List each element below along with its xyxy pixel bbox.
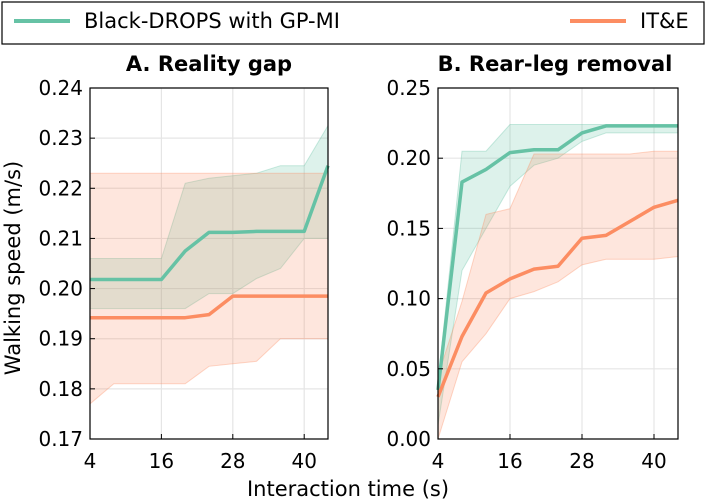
panel-title-a: A. Reality gap [126,52,292,76]
y-tick-label: 0.15 [386,216,431,240]
x-tick-label: 4 [84,449,97,473]
legend: Black-DROPS with GP-MI IT&E [1,1,705,45]
axes-frame [89,87,329,440]
line-black-drops-with-gp-mi [436,124,678,391]
y-tick-label: 0.20 [38,277,83,301]
line-it-e [436,198,679,398]
y-tick-label: 0.18 [38,377,83,401]
x-tick-label: 16 [497,449,522,473]
y-tick-label: 0.00 [386,427,431,451]
panel-rear-leg-removal: 4 16 28 40 0.00 0.05 0.10 0.15 0.20 0.25 [386,76,679,473]
y-tick-label: 0.21 [38,226,83,250]
x-axis-label: Interaction time (s) [247,477,449,501]
legend-label-black-drops: Black-DROPS with GP-MI [84,9,340,33]
y-tick-label: 0.20 [386,146,431,170]
legend-label-ite: IT&E [640,9,689,33]
x-tick-label: 28 [569,449,594,473]
y-tick-label: 0.24 [38,76,83,100]
axes-frame [437,87,679,440]
y-axis-label: Walking speed (m/s) [1,161,25,375]
x-tick-label: 28 [220,449,245,473]
panel-reality-gap: 4 16 28 40 0.17 0.18 0.19 0.20 0.21 0.22 0.23 0.24 [38,76,330,473]
y-tick-label: 0.17 [38,427,83,451]
x-tick-label: 40 [291,449,316,473]
line-black-drops-with-gp-mi [90,165,330,282]
y-tick-label: 0.25 [386,76,431,100]
y-tick-label: 0.19 [38,327,83,351]
band-it-e [89,172,329,405]
y-tick-label: 0.05 [386,357,431,381]
line-it-e [90,294,328,320]
y-tick-label: 0.22 [38,176,83,200]
x-tick-label: 16 [149,449,174,473]
x-tick-label: 4 [432,449,445,473]
x-tick-label: 40 [641,449,666,473]
y-tick-label: 0.23 [38,126,83,150]
panel-title-b: B. Rear-leg removal [438,52,673,76]
y-tick-label: 0.10 [386,287,431,311]
